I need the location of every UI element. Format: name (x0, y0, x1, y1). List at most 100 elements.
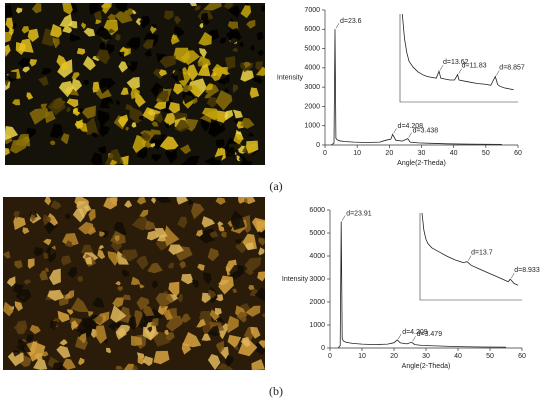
crystal (23, 279, 32, 285)
crystal (78, 357, 85, 366)
crystal (38, 75, 49, 87)
crystal (39, 270, 49, 281)
crystal (103, 197, 117, 210)
crystal (179, 144, 191, 155)
annotation-arrow (439, 65, 444, 71)
crystal (45, 111, 56, 124)
crystal (18, 38, 34, 53)
crystal (249, 87, 260, 99)
inset-axes (419, 213, 522, 301)
crystal (116, 99, 121, 106)
crystal (12, 99, 21, 106)
x-tick-label: 50 (486, 353, 494, 360)
crystal (106, 347, 112, 354)
panel-caption: (a) (269, 179, 282, 193)
crystal (49, 124, 63, 139)
crystal (5, 126, 19, 141)
crystal (246, 19, 256, 29)
crystal (214, 307, 222, 316)
crystal (158, 69, 167, 77)
crystal (182, 84, 193, 93)
crystal (13, 216, 26, 231)
crystal (5, 79, 10, 87)
crystal (94, 10, 103, 22)
crystal (98, 146, 107, 154)
crystal (62, 358, 76, 370)
crystal (112, 297, 125, 308)
crystal (90, 132, 99, 138)
crystal (226, 315, 239, 334)
crystal (257, 271, 265, 282)
crystal (245, 305, 261, 317)
crystal (66, 98, 79, 108)
crystal (225, 56, 236, 70)
crystal (139, 209, 149, 217)
annotation-arrow (397, 333, 402, 340)
crystal (92, 296, 105, 308)
crystal (44, 197, 52, 206)
crystal (83, 80, 90, 86)
crystal (258, 247, 265, 256)
crystal (150, 318, 159, 327)
crystal (245, 267, 254, 276)
crystal (206, 96, 218, 108)
annotation-arrow (458, 68, 462, 74)
crystal (244, 257, 262, 273)
annotation: d=4.208 (398, 123, 424, 130)
y-tick-label: 5000 (309, 230, 325, 237)
crystal (138, 115, 144, 121)
crystal (240, 69, 254, 82)
crystal (142, 39, 155, 49)
crystal (179, 260, 186, 269)
crystal (130, 86, 140, 100)
crystal (14, 260, 23, 269)
crystal (223, 3, 234, 10)
annotation-arrow (412, 336, 416, 342)
crystal (12, 23, 17, 28)
crystal (98, 245, 104, 250)
crystal (190, 84, 202, 97)
crystal (60, 255, 72, 266)
crystal (224, 110, 234, 121)
crystal (197, 63, 211, 77)
crystal (122, 268, 130, 277)
crystal (197, 61, 203, 67)
crystal (115, 365, 124, 370)
crystal (244, 3, 249, 7)
crystal (16, 338, 31, 353)
crystal (246, 140, 259, 154)
y-tick-label: 6000 (309, 207, 325, 214)
crystal (99, 93, 113, 109)
crystal (178, 293, 183, 303)
crystal (90, 152, 103, 165)
crystal (208, 119, 226, 138)
crystal (49, 268, 61, 286)
crystal (146, 230, 159, 241)
crystal (212, 63, 230, 78)
crystal (114, 10, 133, 24)
crystal (151, 154, 162, 162)
crystal (204, 84, 213, 91)
crystal (256, 66, 265, 76)
crystal (191, 97, 198, 104)
crystal (215, 197, 226, 205)
crystal (148, 134, 166, 150)
crystal (125, 61, 138, 73)
crystal (68, 20, 78, 29)
crystal (150, 26, 157, 34)
crystal (139, 284, 145, 289)
crystal (76, 48, 86, 55)
crystal (196, 229, 203, 237)
crystal (21, 26, 30, 34)
inset-axes (399, 14, 518, 103)
crystal (47, 289, 64, 301)
crystal (153, 113, 164, 124)
crystal (166, 332, 175, 341)
crystal (27, 258, 35, 269)
crystal (233, 119, 239, 124)
crystal (74, 119, 83, 129)
annotation: d=11.83 (462, 63, 487, 70)
crystal (220, 231, 227, 238)
crystal (107, 251, 119, 266)
crystal (12, 349, 21, 357)
